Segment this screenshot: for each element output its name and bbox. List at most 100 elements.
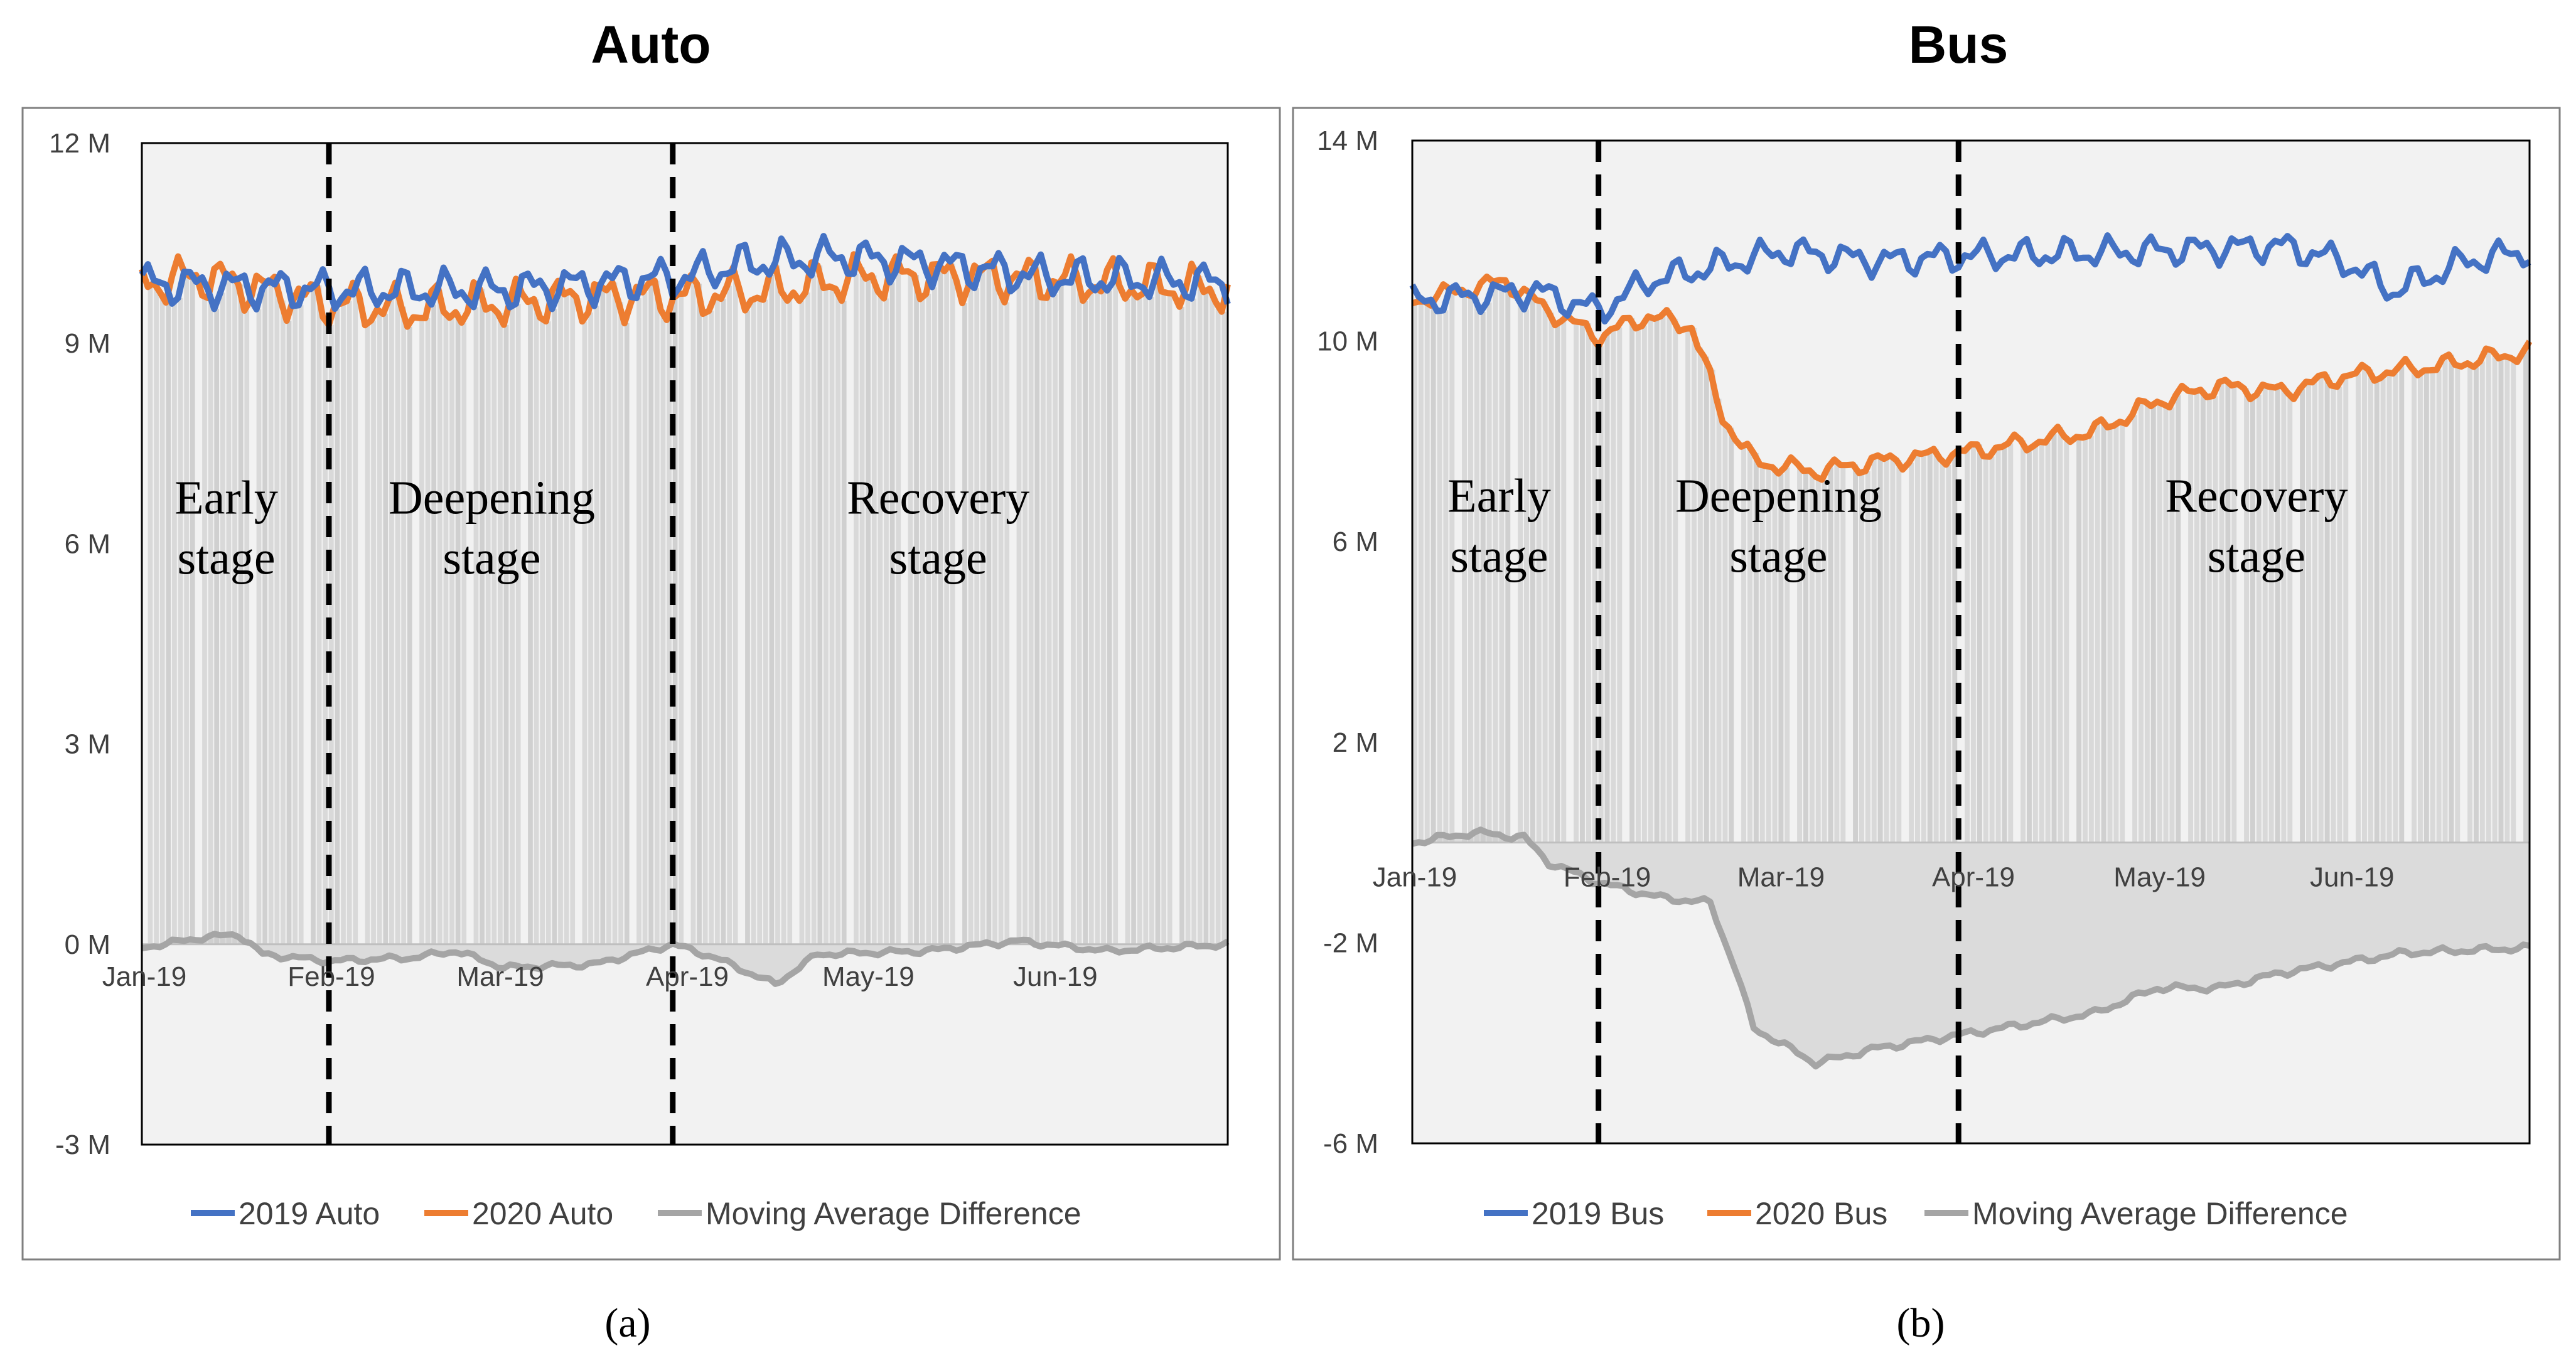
bar — [2523, 351, 2529, 843]
bar — [841, 301, 847, 944]
bar — [1161, 291, 1166, 944]
bar — [2492, 350, 2498, 843]
bar — [166, 302, 171, 944]
legend-auto: 2019 Auto 2020 Auto Moving Average Diffe… — [191, 1196, 1081, 1231]
bar — [2244, 388, 2250, 843]
y-tick-label: 10 M — [1317, 326, 1378, 357]
bar — [1095, 290, 1100, 944]
bar — [491, 307, 497, 944]
bar — [485, 309, 491, 944]
bar — [558, 294, 563, 944]
bar — [2083, 437, 2088, 843]
bar — [1474, 297, 1479, 843]
bar — [1766, 466, 1771, 843]
bar — [877, 291, 883, 944]
y-tick-label: -3 M — [55, 1130, 110, 1160]
bar — [660, 309, 666, 944]
bar — [1561, 321, 1567, 843]
bar — [781, 291, 786, 944]
bar — [1803, 471, 1808, 843]
bar — [667, 319, 672, 944]
stage-label: Recovery — [2165, 469, 2348, 522]
bar — [950, 264, 955, 944]
stage-labels-auto: Early stage Deepening stage Recovery sta… — [174, 472, 1029, 585]
bar — [1101, 291, 1106, 944]
bar — [805, 292, 810, 944]
bar — [262, 288, 267, 944]
bar — [226, 277, 232, 944]
bar — [2281, 385, 2287, 843]
bar — [528, 302, 533, 944]
bar — [1673, 319, 1678, 843]
bar — [2479, 361, 2485, 843]
bar — [702, 314, 708, 944]
bar — [1859, 473, 1864, 843]
bar — [600, 286, 606, 944]
bar — [244, 311, 250, 944]
bar — [1430, 305, 1436, 843]
legend-label-2019: 2019 Auto — [239, 1196, 380, 1231]
bar — [2430, 370, 2435, 843]
bar — [2343, 377, 2349, 843]
bar — [1004, 302, 1010, 944]
bar — [1915, 452, 1920, 843]
bar — [2032, 446, 2038, 843]
bar — [1462, 294, 1468, 843]
bars-bus — [1412, 284, 2529, 843]
bar — [1940, 458, 1945, 843]
bar — [1203, 292, 1209, 944]
bar — [2213, 396, 2218, 843]
bar — [395, 294, 400, 944]
bar — [1946, 464, 1951, 843]
bar — [1759, 464, 1765, 843]
bar — [1574, 321, 1579, 843]
bar — [1884, 459, 1889, 843]
bar — [1729, 427, 1734, 843]
bar — [866, 279, 871, 944]
bar — [1927, 452, 1933, 843]
bar — [401, 306, 406, 944]
bar — [1480, 311, 1486, 843]
bar — [311, 289, 316, 944]
bar — [1797, 463, 1803, 843]
bar — [190, 276, 195, 944]
bar — [980, 271, 985, 944]
bar — [751, 300, 756, 944]
bar — [1815, 476, 1821, 843]
y-tick-label: 6 M — [1333, 526, 1378, 557]
stage-label: Early — [1447, 469, 1551, 522]
bar — [256, 309, 262, 944]
diff-area — [142, 934, 1228, 984]
bar — [1828, 467, 1833, 843]
bar — [2374, 380, 2380, 843]
bar — [582, 321, 588, 944]
bar — [552, 309, 557, 944]
bar — [745, 310, 750, 944]
bar — [1784, 467, 1790, 843]
bar — [268, 282, 274, 944]
bar — [570, 291, 576, 944]
bar — [962, 302, 967, 944]
bar — [1107, 290, 1112, 944]
bar — [1890, 455, 1896, 843]
bar — [346, 301, 352, 944]
stage-label: stage — [1729, 530, 1827, 582]
bar — [1648, 316, 1653, 843]
bar — [889, 282, 895, 944]
bar — [473, 307, 479, 944]
bar — [2088, 436, 2094, 843]
bar — [2380, 378, 2386, 843]
x-tick-label: Jun-19 — [2310, 862, 2395, 893]
bar — [854, 274, 859, 944]
bar — [2101, 419, 2106, 843]
bar — [2300, 389, 2305, 843]
bar — [799, 301, 805, 944]
bar — [721, 299, 726, 944]
stage-label: stage — [443, 532, 540, 585]
bar — [2120, 422, 2125, 843]
bar — [1418, 301, 1424, 843]
bar — [1580, 322, 1585, 843]
bar — [1629, 318, 1635, 843]
bar — [2039, 441, 2044, 843]
stage-label: stage — [889, 532, 987, 585]
